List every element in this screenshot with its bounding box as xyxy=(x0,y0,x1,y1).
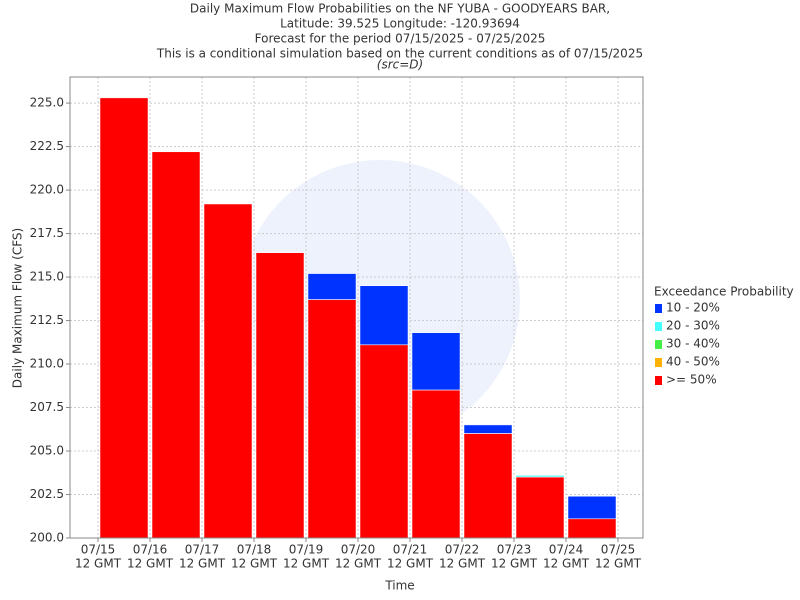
y-tick-label: 215.0 xyxy=(30,270,64,284)
x-tick-label: 07/15 xyxy=(81,543,116,557)
legend-label: >= 50% xyxy=(666,373,717,387)
legend-label: 30 - 40% xyxy=(666,337,720,351)
legend-label: 10 - 20% xyxy=(666,301,720,315)
x-tick-label: 07/22 xyxy=(445,543,480,557)
x-tick-label: 12 GMT xyxy=(595,557,642,571)
plot-frame xyxy=(69,76,644,539)
y-tick-label: 210.0 xyxy=(30,357,64,371)
x-axis-label: Time xyxy=(384,579,414,593)
chart-subtitle: (src=D) xyxy=(377,58,423,72)
x-tick-label: 12 GMT xyxy=(491,557,538,571)
y-tick-label: 207.5 xyxy=(30,400,64,414)
y-tick-label: 222.5 xyxy=(30,139,64,153)
legend-swatch xyxy=(655,376,662,385)
chart-title: Forecast for the period 07/15/2025 - 07/… xyxy=(255,32,546,46)
y-tick-label: 212.5 xyxy=(30,313,64,327)
y-tick-label: 225.0 xyxy=(30,96,64,110)
bar xyxy=(307,299,357,539)
y-tick-label: 202.5 xyxy=(30,487,64,501)
x-tick-label: 12 GMT xyxy=(179,557,226,571)
y-tick-label: 205.0 xyxy=(30,444,64,458)
bar xyxy=(463,433,513,539)
x-tick-label: 07/18 xyxy=(237,543,272,557)
legend-swatch xyxy=(655,340,662,349)
bar xyxy=(359,344,409,539)
legend-label: 20 - 30% xyxy=(666,319,720,333)
x-tick-label: 12 GMT xyxy=(75,557,122,571)
bar xyxy=(411,389,461,539)
x-tick-label: 12 GMT xyxy=(387,557,434,571)
legend-swatch xyxy=(655,304,662,313)
x-tick-label: 12 GMT xyxy=(231,557,278,571)
chart-title: Daily Maximum Flow Probabilities on the … xyxy=(190,2,610,16)
legend-title: Exceedance Probability xyxy=(654,285,794,299)
x-tick-label: 12 GMT xyxy=(439,557,486,571)
chart-title: This is a conditional simulation based o… xyxy=(156,47,643,61)
legend-swatch xyxy=(655,322,662,331)
x-tick-label: 07/23 xyxy=(497,543,532,557)
x-tick-label: 07/16 xyxy=(133,543,168,557)
bar xyxy=(515,476,565,539)
x-tick-label: 12 GMT xyxy=(543,557,590,571)
bar xyxy=(151,151,201,539)
y-tick-label: 220.0 xyxy=(30,183,64,197)
x-tick-label: 12 GMT xyxy=(335,557,382,571)
legend-swatch xyxy=(655,358,662,367)
x-tick-label: 07/24 xyxy=(549,543,584,557)
x-tick-label: 07/17 xyxy=(185,543,220,557)
x-tick-label: 07/19 xyxy=(289,543,324,557)
y-tick-label: 217.5 xyxy=(30,226,64,240)
bar xyxy=(567,518,617,539)
bar xyxy=(255,252,305,539)
bar xyxy=(203,203,253,539)
chart-title: Latitude: 39.525 Longitude: -120.93694 xyxy=(280,17,520,31)
x-tick-label: 12 GMT xyxy=(127,557,174,571)
x-tick-label: 07/25 xyxy=(601,543,636,557)
bar xyxy=(99,97,149,539)
x-tick-label: 12 GMT xyxy=(283,557,330,571)
x-tick-label: 07/21 xyxy=(393,543,428,557)
legend-label: 40 - 50% xyxy=(666,355,720,369)
y-tick-label: 200.0 xyxy=(30,531,64,545)
x-tick-label: 07/20 xyxy=(341,543,376,557)
y-axis-label: Daily Maximum Flow (CFS) xyxy=(11,228,25,388)
